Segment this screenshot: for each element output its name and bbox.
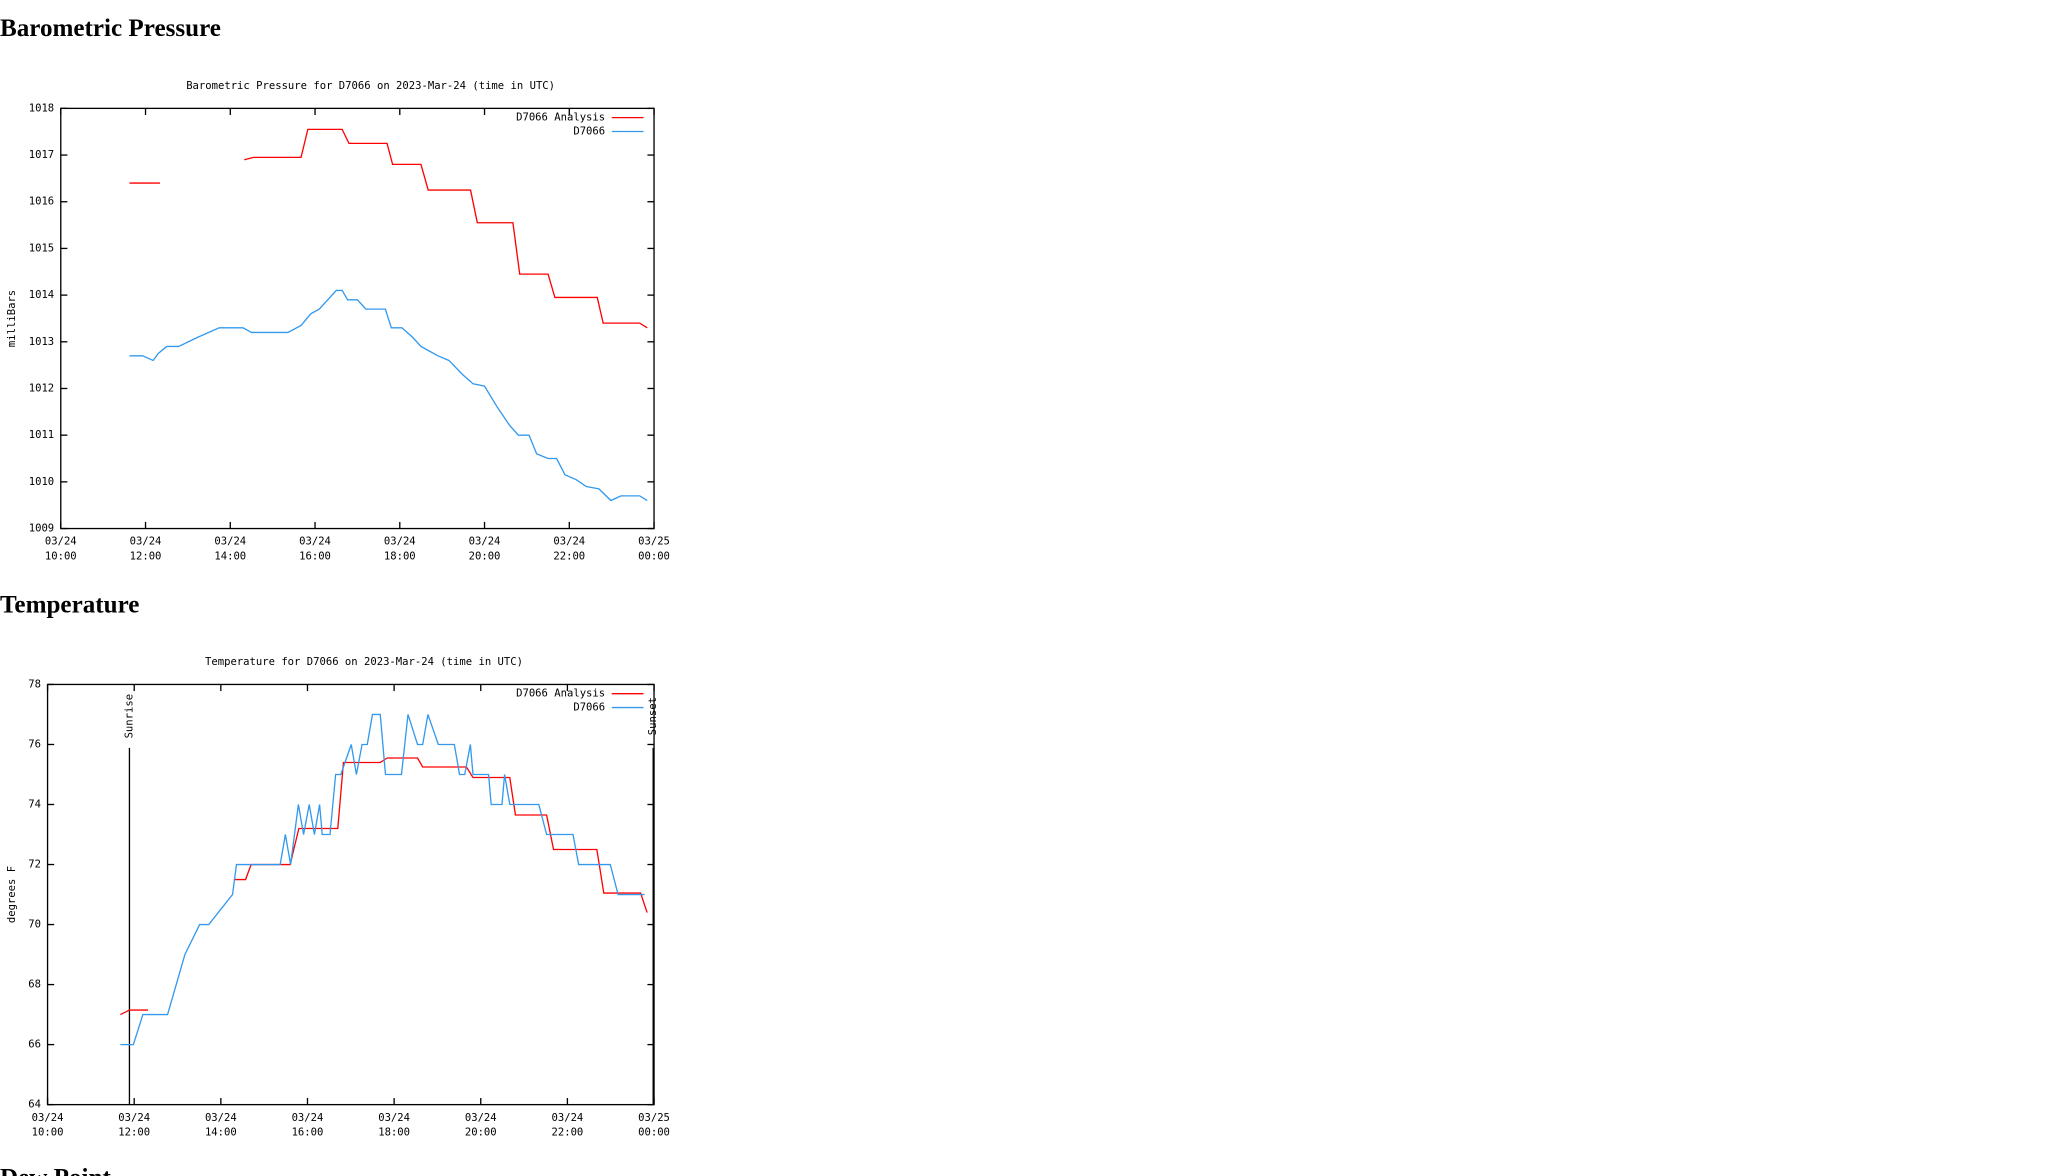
y-tick-label: 64	[28, 1099, 41, 1111]
x-tick-label: 03/24 22:00	[552, 1112, 584, 1139]
x-tick-label: 03/24 14:00	[214, 536, 246, 563]
y-tick-label: 1016	[29, 196, 54, 208]
data-line	[120, 757, 648, 1016]
y-axis-label: milliBars	[6, 290, 18, 347]
y-tick-label: 68	[28, 979, 41, 991]
data-line	[129, 289, 648, 502]
data-line	[120, 713, 645, 1046]
y-tick-label: 1018	[29, 102, 54, 114]
section-heading: Barometric Pressure	[0, 15, 221, 42]
plot-border	[60, 107, 655, 530]
y-tick-label: 70	[28, 919, 41, 931]
chart: Temperature for D7066 on 2023-Mar-24 (ti…	[6, 656, 670, 1138]
x-tick-label: 03/24 20:00	[465, 1112, 497, 1139]
y-tick-label: 1015	[29, 242, 54, 254]
annotation-label: Sunrise	[123, 694, 135, 739]
y-tick-label: 78	[28, 678, 41, 690]
data-line	[129, 128, 648, 329]
section-heading: Dew Point	[0, 1165, 111, 1176]
legend-label: D7066	[573, 125, 605, 137]
chart-title: Barometric Pressure for D7066 on 2023-Ma…	[186, 80, 555, 92]
x-tick-label: 03/24 12:00	[118, 1112, 150, 1139]
legend-label: D7066 Analysis	[516, 112, 605, 124]
x-tick-label: 03/24 14:00	[205, 1112, 237, 1139]
chart-title: Temperature for D7066 on 2023-Mar-24 (ti…	[205, 656, 523, 668]
y-tick-label: 74	[28, 799, 41, 811]
y-tick-label: 1010	[29, 476, 54, 488]
x-tick-label: 03/25 00:00	[638, 1112, 670, 1139]
annotation-label: Sunset	[647, 697, 659, 735]
y-tick-label: 1012	[29, 382, 54, 394]
x-tick-label: 03/24 18:00	[384, 536, 416, 563]
x-tick-label: 03/24 22:00	[553, 536, 585, 563]
x-tick-label: 03/24 12:00	[130, 536, 162, 563]
x-tick-label: 03/24 16:00	[299, 536, 331, 563]
y-tick-label: 1013	[29, 336, 54, 348]
y-tick-label: 1011	[29, 429, 54, 441]
y-tick-label: 66	[28, 1039, 41, 1051]
y-tick-label: 1014	[29, 289, 54, 301]
chart: Barometric Pressure for D7066 on 2023-Ma…	[6, 80, 670, 562]
x-tick-label: 03/24 16:00	[292, 1112, 324, 1139]
y-axis-label: degrees F	[6, 866, 18, 923]
x-tick-label: 03/25 00:00	[638, 536, 670, 563]
y-tick-label: 72	[28, 859, 41, 871]
y-tick-label: 76	[28, 738, 41, 750]
x-tick-label: 03/24 10:00	[45, 536, 77, 563]
x-tick-label: 03/24 10:00	[32, 1112, 64, 1139]
plot-border	[46, 683, 655, 1106]
x-tick-label: 03/24 20:00	[469, 536, 501, 563]
x-tick-label: 03/24 18:00	[378, 1112, 410, 1139]
y-tick-label: 1009	[29, 523, 54, 535]
y-tick-label: 1017	[29, 149, 54, 161]
legend-label: D7066 Analysis	[516, 688, 605, 700]
section-heading: Temperature	[0, 591, 139, 618]
legend-label: D7066	[573, 702, 605, 714]
